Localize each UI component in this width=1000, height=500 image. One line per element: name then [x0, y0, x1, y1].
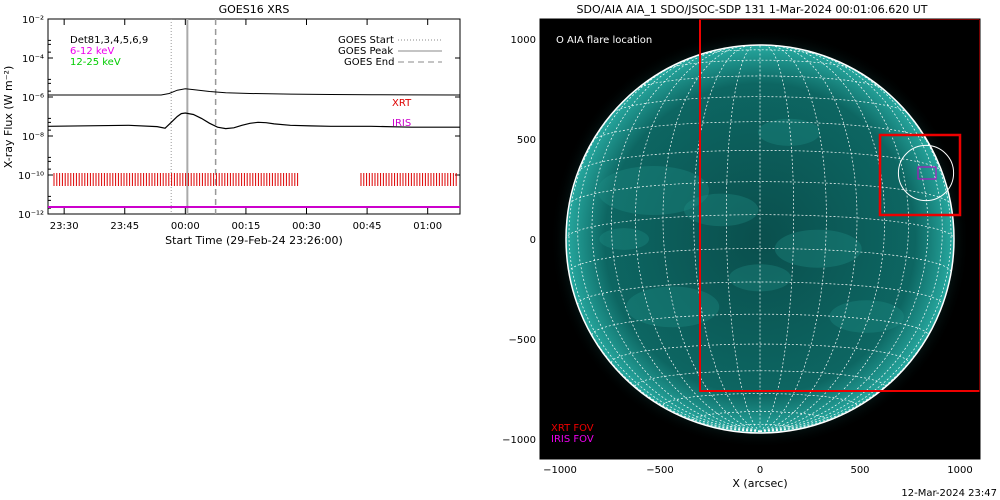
y-tick-label: 10⁻⁶ — [22, 93, 44, 104]
latitude-line — [636, 75, 884, 90]
longitude-line — [591, 49, 761, 432]
latitude-line — [634, 370, 886, 387]
xrt-label: XRT — [392, 98, 412, 109]
x-tick-label: 01:00 — [413, 221, 442, 232]
aia-y-tick-label: 1000 — [511, 35, 536, 46]
y-tick-label: 10⁻⁴ — [22, 54, 44, 65]
flux-series-line — [48, 88, 461, 96]
aia-x-axis: −1000 −500 0 500 1000 — [543, 453, 973, 476]
active-region — [683, 193, 759, 227]
aia-x-tick-label: 0 — [757, 465, 763, 476]
flare-location-label: O AIA flare location — [556, 35, 652, 46]
goes-y-label: X-ray Flux (W m⁻²) — [2, 66, 15, 168]
latitude-line — [693, 411, 827, 420]
longitude-line — [759, 86, 952, 432]
goes-plot-frame — [47, 18, 461, 215]
active-region — [758, 118, 821, 146]
legend-goes-start: GOES Start — [338, 35, 394, 46]
flare-zoom-box — [878, 133, 962, 217]
iris-label: IRIS — [392, 118, 411, 129]
flux-series-line — [47, 112, 460, 130]
xrt-fov-box — [699, 19, 980, 392]
active-region — [829, 300, 904, 333]
goes-xrs-panel: GOES16 XRS 10⁻¹² 10⁻¹⁰ 10⁻⁸ 10⁻⁶ 10⁻⁴ 10⁻² 23… — [2, 3, 461, 247]
longitude-line — [568, 86, 761, 432]
x-tick-label: 00:45 — [353, 221, 382, 232]
longitude-line — [759, 47, 909, 432]
x-tick-label: 00:00 — [171, 221, 200, 232]
aia-y-tick-label: 0 — [530, 235, 536, 246]
x-tick-label: 23:45 — [110, 221, 139, 232]
flare-location-circle — [897, 144, 955, 202]
latitude-line — [568, 181, 952, 205]
aia-x-tick-label: 1000 — [947, 465, 972, 476]
aia-x-tick-label: 500 — [850, 465, 869, 476]
channel-12-25-label: 12-25 keV — [70, 57, 121, 68]
y-tick-label: 10⁻² — [22, 15, 44, 26]
iris-fov-box — [917, 166, 937, 180]
longitude-line — [611, 47, 761, 432]
longitude-line — [693, 44, 761, 432]
goes-x-axis: 23:30 23:45 00:00 00:15 00:30 00:45 01:00 — [50, 19, 442, 232]
aia-x-tick-label: −500 — [646, 465, 673, 476]
y-tick-label: 10⁻¹⁰ — [18, 171, 44, 182]
aia-y-tick-label: −1000 — [502, 435, 536, 446]
aia-x-label: X (arcsec) — [732, 477, 787, 490]
xrt-fov-label: XRT FOV — [551, 423, 594, 434]
aia-title: SDO/AIA AIA_1 SDO/JSOC-SDP 131 1-Mar-202… — [577, 3, 928, 16]
aia-y-tick-label: −500 — [509, 335, 536, 346]
aia-image-panel: SDO/AIA AIA_1 SDO/JSOC-SDP 131 1-Mar-202… — [502, 3, 981, 490]
active-region — [599, 228, 650, 250]
x-tick-label: 23:30 — [50, 221, 79, 232]
longitude-line — [577, 55, 761, 432]
longitude-line — [759, 44, 827, 432]
active-region — [774, 229, 862, 268]
longitude-line — [759, 45, 858, 432]
latitude-line — [577, 281, 943, 305]
legend-goes-peak: GOES Peak — [338, 46, 393, 57]
y-tick-label: 10⁻¹² — [18, 210, 44, 221]
legend-goes-end: GOES End — [344, 57, 394, 68]
active-region — [597, 166, 710, 215]
aia-y-axis: 1000 500 0 −500 −1000 — [502, 35, 546, 446]
active-region-texture — [597, 118, 904, 333]
longitude-line — [759, 44, 795, 432]
latitude-line — [565, 214, 955, 240]
goes-series-lines — [47, 88, 461, 130]
latitude-line — [611, 343, 909, 363]
y-tick-label: 10⁻⁸ — [22, 132, 44, 143]
x-tick-label: 00:30 — [292, 221, 321, 232]
detector-label: Det81,3,4,5,6,9 — [70, 35, 148, 46]
footer-date: 12-Mar-2024 23:47 — [901, 488, 997, 499]
iris-fov-label: IRIS FOV — [551, 434, 594, 445]
goes-x-label: Start Time (29-Feb-24 23:26:00) — [165, 234, 343, 247]
goes-title: GOES16 XRS — [219, 3, 290, 16]
longitude-line — [759, 49, 929, 432]
aia-y-tick-label: 500 — [517, 135, 536, 146]
goes-y-axis: 10⁻¹² 10⁻¹⁰ 10⁻⁸ 10⁻⁶ 10⁻⁴ 10⁻² — [18, 15, 460, 221]
longitude-line — [759, 55, 943, 432]
xrt-coverage-ticks — [53, 173, 457, 186]
x-tick-label: 00:15 — [232, 221, 261, 232]
solar-limb — [565, 44, 955, 434]
longitude-line — [725, 44, 761, 432]
active-region — [626, 286, 720, 328]
channel-6-12-label: 6-12 keV — [70, 46, 114, 57]
latitude-line — [612, 96, 908, 113]
aia-x-tick-label: −1000 — [543, 465, 577, 476]
